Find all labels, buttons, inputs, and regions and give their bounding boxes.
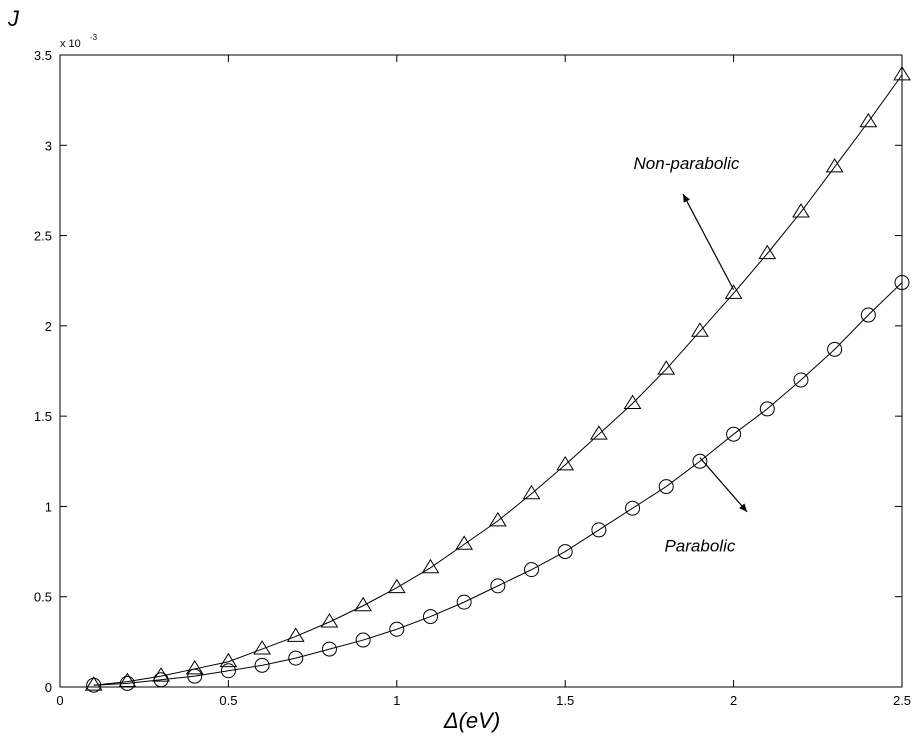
series-line-triangle [93,74,903,686]
x-tick-label: 1.5 [556,693,574,708]
circle-marker [422,609,438,625]
y-axis-title: J [7,6,20,31]
circle-marker [187,668,203,684]
y-exponent-power: -3 [90,33,98,42]
axis-ticks: 0 0.5 1 1.5 2 2.5 0 0.5 1 1.5 2 2.5 3 3.5 [34,48,911,708]
circle-marker [625,500,641,516]
triangle-marker [859,112,878,128]
plot-area [59,54,903,688]
x-tick-label: 0 [56,693,63,708]
triangle-marker [286,627,305,642]
y-tick-label: 2.5 [34,229,52,244]
circle-marker [389,621,405,637]
triangle-marker [219,652,238,668]
circle-marker [254,657,270,673]
triangle-marker [84,676,103,691]
circle-marker [692,453,708,469]
circle-marker [827,341,843,357]
y-tick-label: 2 [45,319,52,334]
circle-marker [658,479,674,495]
annotation-arrowhead [683,194,690,203]
triangle-marker [724,284,743,299]
circle-marker [456,594,472,610]
x-tick-label: 0.5 [219,693,237,708]
circle-marker [591,522,607,538]
triangle-marker [185,659,204,675]
triangle-marker [691,322,709,337]
x-tick-label: 1 [393,693,400,708]
triangle-marker [623,394,642,409]
triangle-marker [455,535,474,550]
triangle-marker [556,455,575,471]
triangle-marker [354,596,373,612]
annotation-label: Non-parabolic [634,154,740,173]
circle-marker [894,275,910,291]
triangle-marker [825,158,844,173]
series-layer [84,65,911,693]
triangle-marker [118,672,137,688]
triangle-marker [488,511,507,527]
annotation-arrowhead [739,503,748,512]
annotation-arrow-line [682,193,735,291]
circle-marker [321,641,337,657]
circle-marker [490,578,506,594]
series-line-circle [93,282,903,686]
triangle-marker [253,640,271,655]
triangle-marker [792,203,810,218]
circle-marker [86,677,102,693]
y-tick-label: 1.5 [34,409,52,424]
y-tick-label: 3.5 [34,48,52,63]
circle-marker [355,632,371,648]
annotation-layer: Non-parabolic Parabolic [634,154,748,556]
y-tick-label: 1 [45,499,52,514]
triangle-marker [421,558,440,574]
circle-marker [220,663,236,679]
triangle-marker [758,244,777,260]
y-tick-label: 0 [45,680,52,695]
annotation-label: Parabolic [664,537,735,556]
circle-marker [557,544,573,560]
x-tick-label: 2.5 [893,693,911,708]
circle-marker [759,401,775,417]
x-axis-title: Δ(eV) [443,708,500,733]
annotation-arrow-line [699,457,748,513]
y-tick-label: 3 [45,138,52,153]
triangle-marker [387,578,406,594]
circle-marker [288,650,304,666]
y-exponent-base: x 10 [60,38,81,50]
circle-marker [793,372,809,388]
circle-marker [726,426,742,442]
triangle-marker [522,484,541,500]
circle-marker [524,562,540,578]
circle-marker [119,675,135,691]
circle-marker [860,307,876,323]
triangle-marker [589,425,608,440]
triangle-marker [893,65,911,81]
y-tick-label: 0.5 [34,590,52,605]
circle-marker [153,672,169,688]
triangle-marker [657,360,676,375]
triangle-marker [320,613,339,628]
x-tick-label: 2 [730,693,737,708]
